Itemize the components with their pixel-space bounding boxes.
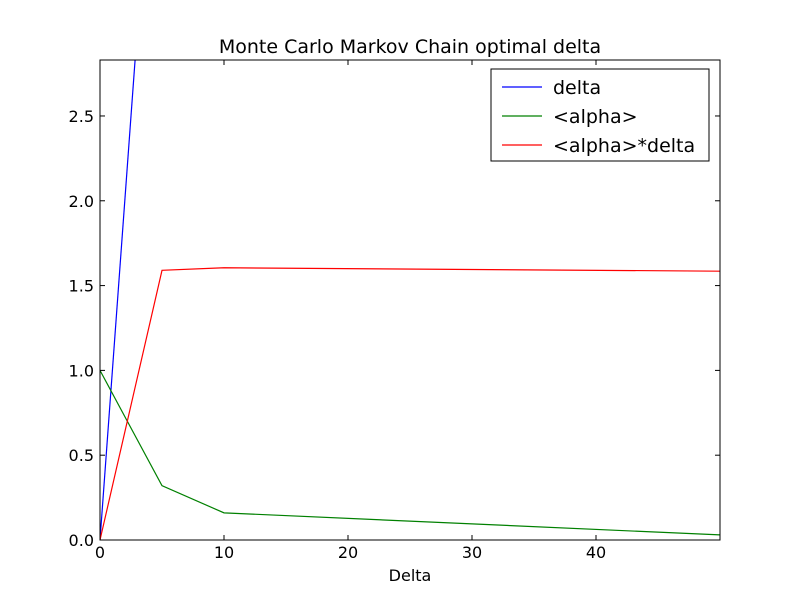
y-tick-label: 1.5 [69, 277, 94, 296]
x-tick-label: 30 [462, 543, 482, 562]
series-layer [100, 60, 720, 540]
x-tick-label: 20 [338, 543, 358, 562]
x-axis-label: Delta [389, 566, 432, 585]
legend-frame [490, 68, 710, 162]
ticks-layer: 0 10 20 30 40 0.0 0.5 1.0 1.5 2.0 2.5 [69, 60, 720, 562]
y-tick-label: 1.0 [69, 361, 94, 380]
x-tick-label: 40 [586, 543, 606, 562]
chart-title: Monte Carlo Markov Chain optimal delta [219, 36, 601, 58]
y-tick-label: 0.0 [69, 531, 94, 550]
y-tick-label: 0.5 [69, 446, 94, 465]
series-line-0 [100, 60, 136, 540]
plot-frame [99, 59, 721, 541]
legend-label-2: <alpha>*delta [553, 135, 695, 157]
y-tick-label: 2.0 [69, 192, 94, 211]
series-line-1 [100, 370, 720, 536]
x-tick-label: 10 [214, 543, 234, 562]
series-line-2 [100, 267, 720, 540]
y-tick-label: 2.5 [69, 107, 94, 126]
legend-label-0: delta [553, 77, 601, 99]
legend: delta <alpha> <alpha>*delta [490, 68, 710, 162]
x-tick-label: 0 [95, 543, 105, 562]
legend-label-1: <alpha> [553, 106, 638, 128]
